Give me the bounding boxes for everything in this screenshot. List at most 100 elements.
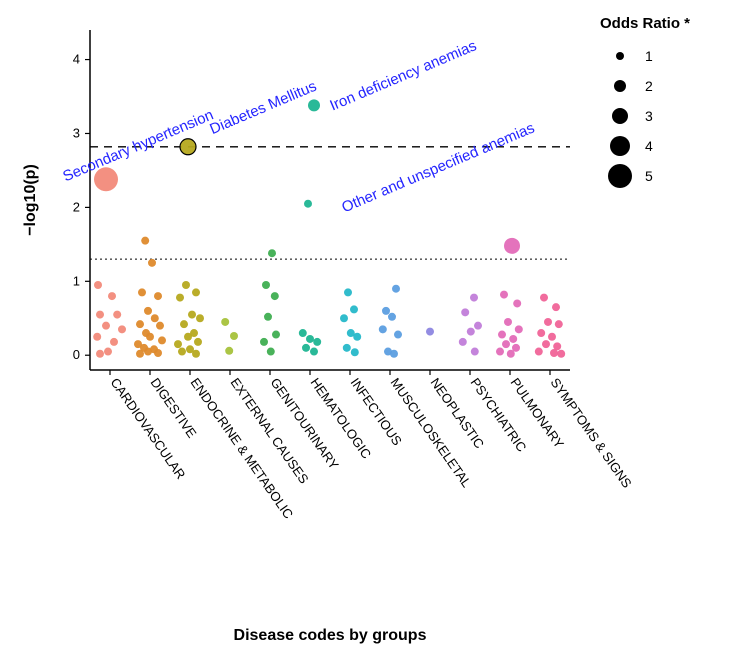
data-point	[379, 325, 387, 333]
y-tick-label: 0	[73, 347, 80, 362]
data-point	[302, 344, 310, 352]
data-point	[136, 320, 144, 328]
y-tick-label: 3	[73, 125, 80, 140]
data-point	[96, 350, 104, 358]
x-axis-label: Disease codes by groups	[234, 627, 427, 644]
data-point	[146, 333, 154, 341]
data-point	[192, 350, 200, 358]
data-point	[268, 249, 276, 257]
data-point	[118, 325, 126, 333]
data-point	[461, 308, 469, 316]
legend-label: 1	[645, 48, 653, 64]
data-point	[504, 318, 512, 326]
data-point	[502, 340, 510, 348]
data-point	[221, 318, 229, 326]
data-point	[504, 238, 520, 254]
data-point	[148, 259, 156, 267]
data-point	[136, 350, 144, 358]
data-point	[260, 338, 268, 346]
data-point	[141, 237, 149, 245]
data-point	[93, 333, 101, 341]
data-point	[557, 350, 565, 358]
data-point	[182, 281, 190, 289]
manhattan-scatter: 01234CARDIOVASCULARDIGESTIVEENDOCRINE & …	[0, 0, 750, 656]
data-point	[544, 318, 552, 326]
data-point	[271, 292, 279, 300]
data-point	[184, 333, 192, 341]
y-tick-label: 4	[73, 52, 80, 67]
data-point	[113, 311, 121, 319]
data-point	[550, 349, 558, 357]
data-point	[108, 292, 116, 300]
data-point	[158, 336, 166, 344]
legend-marker	[612, 108, 628, 124]
data-point	[555, 320, 563, 328]
legend-marker	[614, 80, 626, 92]
legend-label: 5	[645, 168, 653, 184]
data-point	[470, 294, 478, 302]
data-point	[313, 338, 321, 346]
data-point	[310, 348, 318, 356]
data-point	[225, 347, 233, 355]
data-point	[178, 348, 186, 356]
data-point	[196, 314, 204, 322]
data-point	[96, 311, 104, 319]
data-point	[471, 348, 479, 356]
legend-marker	[616, 52, 624, 60]
y-axis-label: −log10(p)	[22, 164, 39, 236]
legend-label: 2	[645, 78, 653, 94]
y-tick-label: 1	[73, 273, 80, 288]
data-point	[542, 340, 550, 348]
data-point	[343, 344, 351, 352]
legend-marker	[610, 136, 630, 156]
data-point	[180, 320, 188, 328]
data-point	[467, 328, 475, 336]
data-point	[156, 322, 164, 330]
data-point	[537, 329, 545, 337]
legend-label: 4	[645, 138, 653, 154]
data-point	[540, 294, 548, 302]
data-point	[390, 350, 398, 358]
legend-label: 3	[645, 108, 653, 124]
data-point	[194, 338, 202, 346]
data-point	[513, 299, 521, 307]
data-point	[388, 313, 396, 321]
data-point	[353, 333, 361, 341]
data-point	[230, 332, 238, 340]
data-point	[500, 291, 508, 299]
data-point	[351, 348, 359, 356]
data-point	[104, 348, 112, 356]
data-point	[176, 294, 184, 302]
data-point	[552, 303, 560, 311]
data-point	[144, 348, 152, 356]
legend-marker	[608, 164, 632, 188]
data-point	[474, 322, 482, 330]
data-point	[151, 314, 159, 322]
data-point	[394, 331, 402, 339]
data-point	[272, 331, 280, 339]
data-point	[392, 285, 400, 293]
data-point	[188, 311, 196, 319]
data-point	[350, 305, 358, 313]
data-point	[94, 281, 102, 289]
data-point	[459, 338, 467, 346]
data-point	[262, 281, 270, 289]
data-point	[498, 331, 506, 339]
y-tick-label: 2	[73, 199, 80, 214]
data-point	[154, 292, 162, 300]
data-point	[267, 348, 275, 356]
data-point	[426, 328, 434, 336]
data-point	[308, 99, 320, 111]
data-point	[548, 333, 556, 341]
data-point	[154, 349, 162, 357]
data-point	[535, 348, 543, 356]
data-point	[174, 340, 182, 348]
data-point	[306, 335, 314, 343]
data-point	[102, 322, 110, 330]
legend-title: Odds Ratio *	[600, 15, 690, 32]
data-point	[515, 325, 523, 333]
data-point	[110, 338, 118, 346]
data-point	[264, 313, 272, 321]
data-point	[304, 200, 312, 208]
data-point	[509, 335, 517, 343]
